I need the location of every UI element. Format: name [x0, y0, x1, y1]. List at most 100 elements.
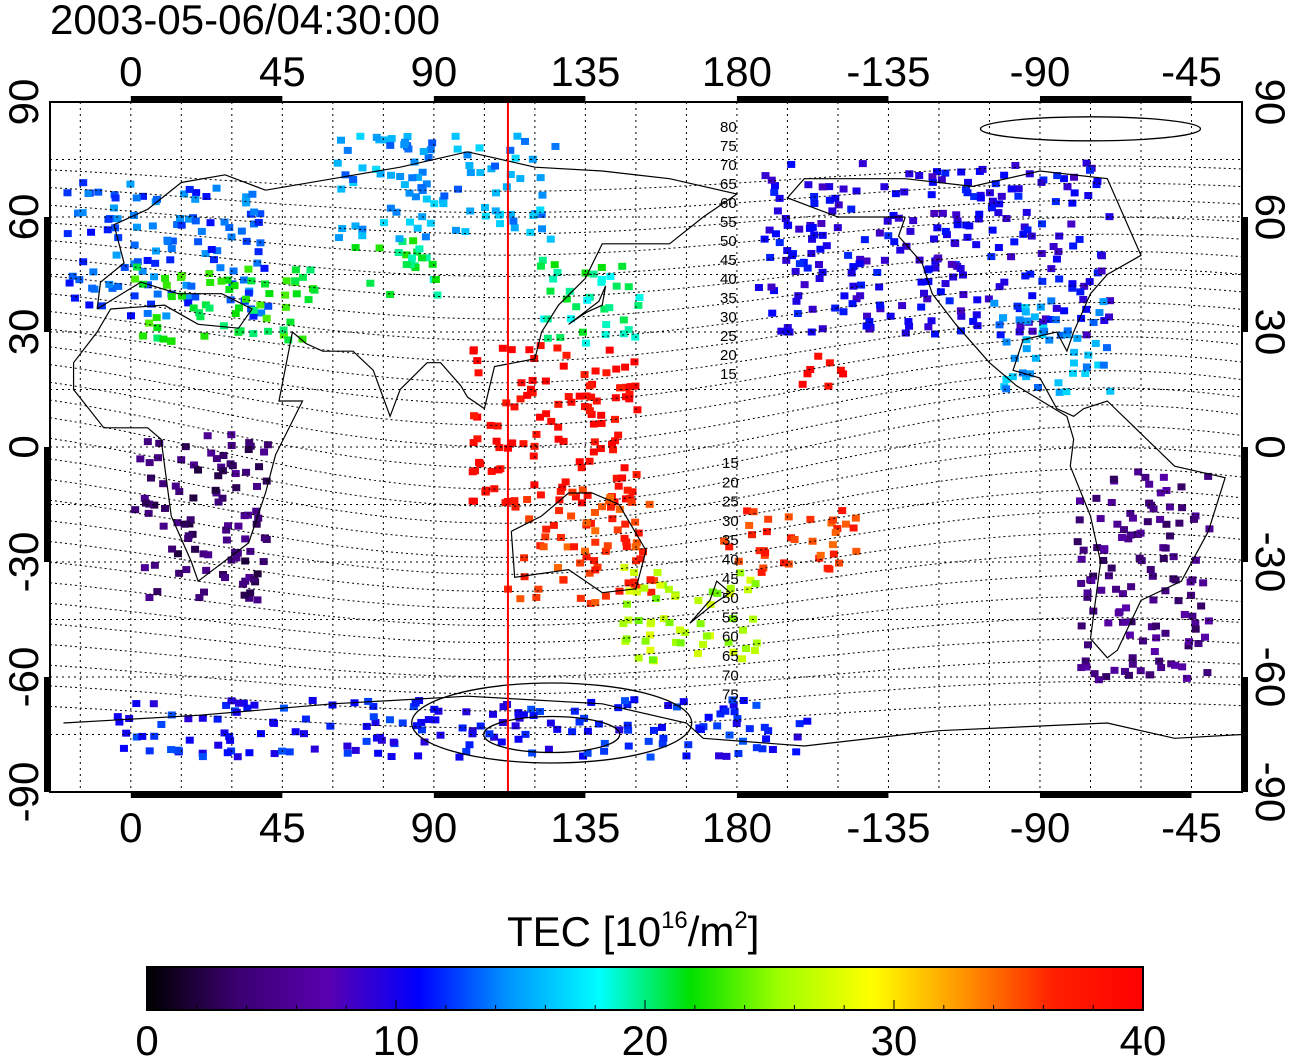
tec-cell: [733, 715, 742, 723]
magnetic-contour: [50, 638, 1242, 678]
tec-cell: [738, 655, 747, 663]
contour-label-north: 50: [720, 233, 737, 250]
tec-cell: [1051, 316, 1060, 324]
tec-cell: [291, 728, 300, 736]
tec-cell: [539, 543, 548, 551]
tec-cell: [808, 235, 817, 243]
tec-cell: [840, 292, 849, 300]
colorbar-label: TEC [1016/m2]: [507, 907, 759, 955]
tec-cell: [589, 420, 598, 428]
tec-cell: [469, 412, 478, 420]
tec-cell: [249, 306, 258, 314]
tec-cell: [249, 330, 258, 338]
tec-cell: [538, 225, 547, 233]
tec-cell: [1079, 546, 1088, 554]
tec-cell: [1188, 612, 1197, 620]
tec-cell: [572, 303, 581, 311]
tec-cell: [775, 194, 784, 202]
lat-tick-left: -60: [0, 647, 47, 708]
tec-cell: [167, 245, 176, 253]
tec-cell: [150, 732, 159, 740]
tec-cell: [905, 322, 914, 330]
tec-cell: [641, 637, 650, 645]
tec-cell: [1124, 671, 1133, 679]
tec-cell: [925, 265, 934, 273]
tec-cell: [1063, 327, 1072, 335]
tec-cell: [905, 170, 914, 178]
tec-cell: [351, 244, 360, 252]
tec-cell: [469, 497, 478, 505]
tec-cell: [814, 260, 823, 268]
tec-cell: [991, 180, 1000, 188]
tec-cell: [1161, 544, 1170, 552]
tec-cell: [1099, 361, 1108, 369]
tec-cell: [1104, 572, 1113, 580]
tec-cell: [223, 749, 232, 757]
tec-cell: [784, 513, 793, 521]
tec-cell: [157, 720, 166, 728]
tec-cell: [1052, 255, 1061, 263]
tec-cell: [145, 459, 154, 467]
tec-cell: [628, 488, 637, 496]
contour-label-north: 30: [720, 309, 737, 326]
tec-cell: [192, 189, 201, 197]
tec-cell: [223, 276, 232, 284]
tec-cell: [857, 281, 866, 289]
tec-cell: [625, 395, 634, 403]
tec-cell: [516, 595, 525, 603]
tec-cell: [430, 200, 439, 208]
frame-bar-top: [130, 96, 283, 102]
tec-cell: [414, 752, 423, 760]
tec-cell: [108, 284, 117, 292]
tec-cell: [207, 449, 216, 457]
tec-cell: [632, 557, 641, 565]
tec-cell: [865, 318, 874, 326]
tec-cell: [153, 334, 162, 342]
tec-cell: [260, 534, 269, 542]
tec-cell: [394, 249, 403, 257]
magnetic-contour: [50, 319, 1242, 384]
tec-cell: [508, 439, 517, 447]
tec-cell: [790, 535, 799, 543]
tec-cell: [74, 209, 83, 217]
tec-cell: [270, 750, 279, 758]
tec-cell: [578, 328, 587, 336]
tec-cell: [988, 226, 997, 234]
tec-cell: [246, 547, 255, 555]
tec-cell: [974, 215, 983, 223]
tec-cell: [585, 407, 594, 415]
tec-cell: [224, 522, 233, 530]
tec-cell: [1021, 303, 1030, 311]
tec-cell: [652, 595, 661, 603]
tec-cell: [622, 543, 631, 551]
tec-cell: [729, 648, 738, 656]
tec-cell: [1022, 208, 1031, 216]
tec-cell: [585, 457, 594, 465]
tec-cell: [1097, 252, 1106, 260]
tec-cell: [855, 260, 864, 268]
tec-cell: [997, 192, 1006, 200]
tec-cell: [177, 272, 186, 280]
tec-cell: [147, 300, 156, 308]
tec-cell: [945, 297, 954, 305]
tec-cell: [191, 545, 200, 553]
tec-cell: [696, 620, 705, 628]
lon-tick-bottom: -45: [1161, 804, 1222, 851]
tec-cell: [600, 747, 609, 755]
tec-cell: [1203, 669, 1212, 677]
tec-cell: [597, 503, 606, 511]
tec-cell: [646, 576, 655, 584]
tec-cell: [400, 181, 409, 189]
tec-cell: [784, 221, 793, 229]
tec-cell: [803, 264, 812, 272]
tec-cell: [176, 214, 185, 222]
tec-cell: [883, 217, 892, 225]
tec-cell: [173, 550, 182, 558]
frame-bar-right: [1242, 447, 1248, 562]
tec-cell: [568, 728, 577, 736]
tec-cell: [1021, 272, 1030, 280]
tec-cell: [250, 208, 259, 216]
tec-cell: [372, 133, 381, 141]
tec-cell: [924, 323, 933, 331]
colorbar-tick-label: 40: [1120, 1017, 1167, 1057]
